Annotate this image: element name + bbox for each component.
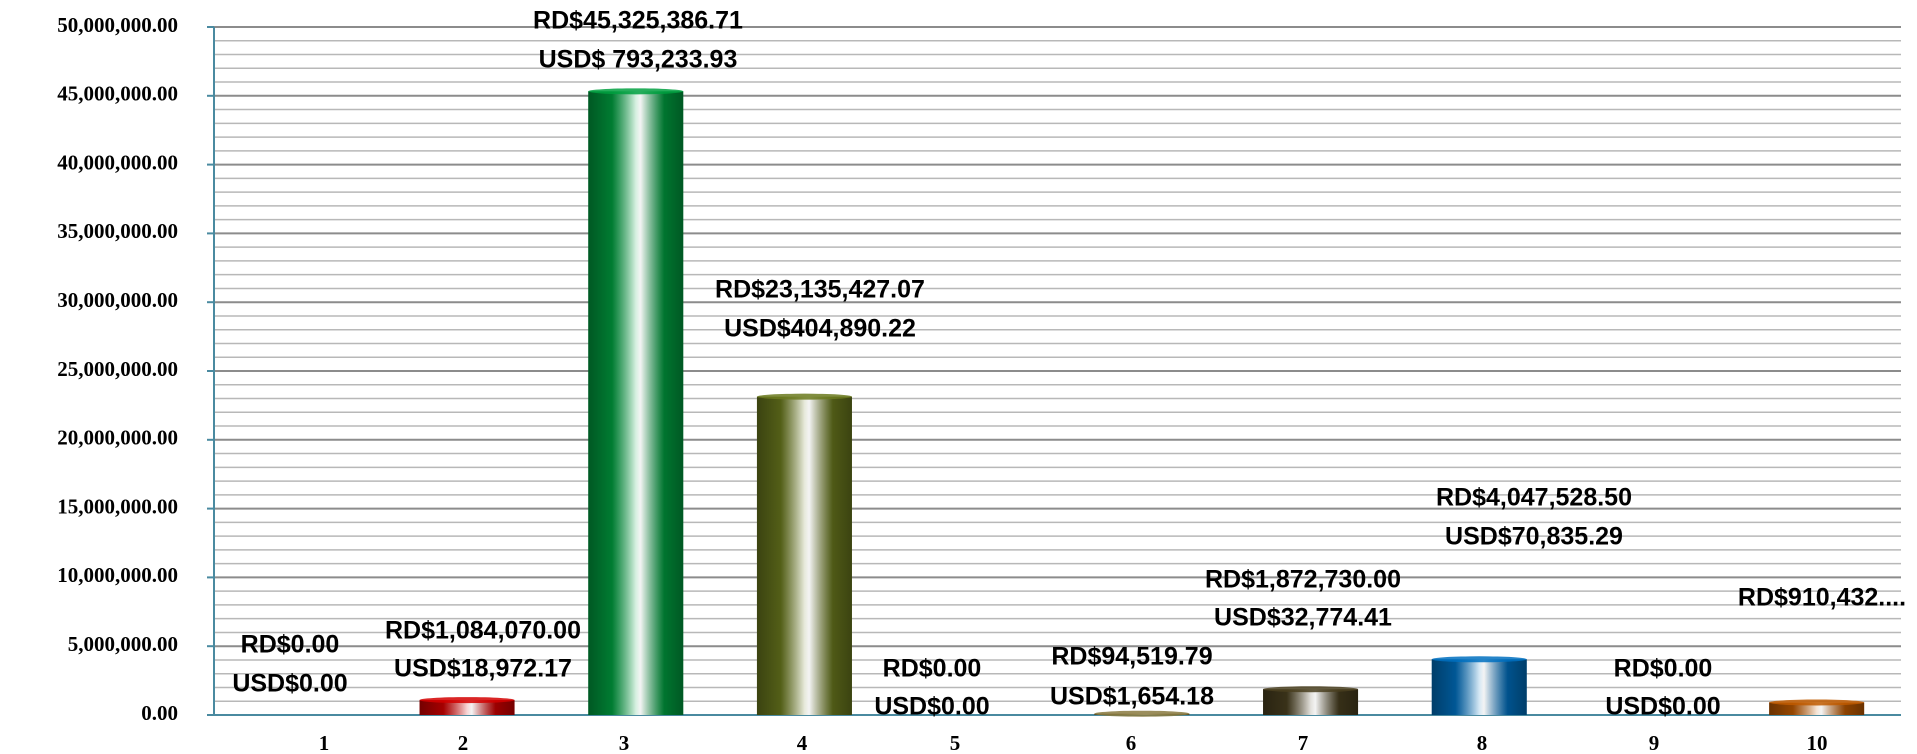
bar-cap xyxy=(588,88,684,95)
data-label-usd: USD$0.00 xyxy=(874,693,989,721)
bar-shade xyxy=(756,396,852,715)
y-tick-label: 5,000,000.00 xyxy=(68,632,178,656)
x-tick-label: 2 xyxy=(458,731,469,754)
bar-cap xyxy=(1431,656,1527,663)
y-tick-label: 20,000,000.00 xyxy=(57,426,178,450)
data-label-usd: USD$70,835.29 xyxy=(1445,523,1623,551)
data-label: RD$94,519.79 xyxy=(1051,643,1212,671)
data-label: RD$0.00 xyxy=(241,631,340,659)
data-label: RD$0.00 xyxy=(1614,655,1713,683)
x-tick-label: 6 xyxy=(1126,731,1137,754)
bar-shade xyxy=(1769,702,1865,715)
data-label-usd: USD$0.00 xyxy=(232,670,347,698)
data-label: RD$1,872,730.00 xyxy=(1205,566,1401,594)
data-label: RD$4,047,528.50 xyxy=(1436,484,1632,512)
x-tick-label: 7 xyxy=(1298,731,1309,754)
data-label-usd: USD$ 793,233.93 xyxy=(539,46,738,74)
x-tick-label: 8 xyxy=(1477,731,1488,754)
x-tick-label: 9 xyxy=(1649,731,1660,754)
data-label-usd: USD$1,654.18 xyxy=(1050,683,1214,711)
data-label-usd: USD$18,972.17 xyxy=(394,655,572,683)
data-label-usd: USD$32,774.41 xyxy=(1214,604,1392,632)
bar-cap xyxy=(756,393,852,400)
bar-shade xyxy=(588,91,684,715)
x-tick-label: 1 xyxy=(319,731,330,754)
bar-shade xyxy=(1263,689,1359,715)
data-label-usd: USD$404,890.22 xyxy=(724,315,916,343)
x-tick-label: 3 xyxy=(619,731,630,754)
y-tick-label: 15,000,000.00 xyxy=(57,494,178,518)
y-tick-label: 50,000,000.00 xyxy=(57,13,178,37)
y-tick-label: 30,000,000.00 xyxy=(57,288,178,312)
bar-cap xyxy=(1094,710,1190,717)
y-tick-label: 0.00 xyxy=(141,701,178,725)
x-tick-label: 4 xyxy=(797,731,808,754)
bar-cap xyxy=(419,697,515,704)
y-tick-label: 35,000,000.00 xyxy=(57,219,178,243)
bar-cap xyxy=(1263,686,1359,693)
data-label: RD$1,084,070.00 xyxy=(385,617,581,645)
bar-shade xyxy=(1431,659,1527,715)
bar-cap xyxy=(1769,699,1865,706)
y-tick-label: 25,000,000.00 xyxy=(57,357,178,381)
y-tick-label: 45,000,000.00 xyxy=(57,82,178,106)
y-tick-label: 10,000,000.00 xyxy=(57,563,178,587)
data-label: RD$23,135,427.07 xyxy=(715,276,925,304)
data-label: RD$910,432.... xyxy=(1738,584,1906,612)
y-tick-label: 40,000,000.00 xyxy=(57,150,178,174)
data-label-usd: USD$0.00 xyxy=(1605,693,1720,721)
data-label: RD$0.00 xyxy=(883,655,982,683)
data-label: RD$45,325,386.71 xyxy=(533,7,743,35)
bar-shade xyxy=(419,700,515,715)
x-tick-label: 5 xyxy=(950,731,961,754)
x-tick-label: 10 xyxy=(1807,731,1828,754)
